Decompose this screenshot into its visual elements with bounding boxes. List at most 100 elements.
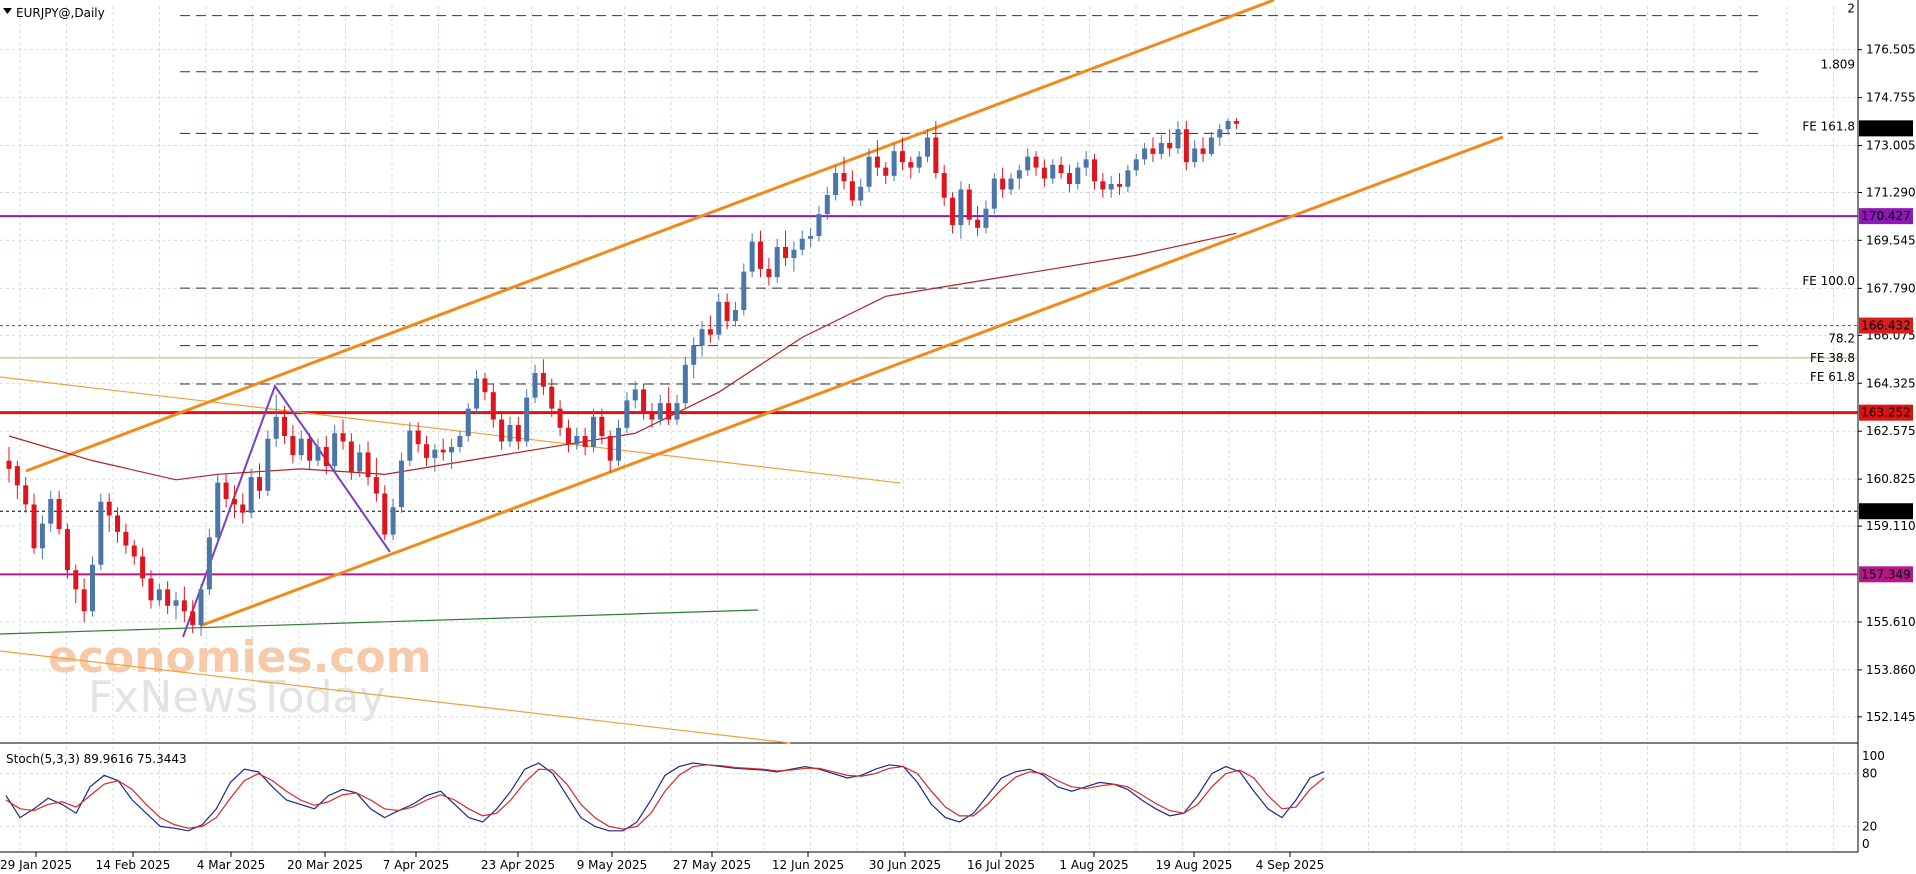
candle-body — [966, 189, 972, 220]
time-tick-label: 12 Jun 2025 — [772, 858, 844, 872]
candle-body — [307, 438, 313, 461]
candle-body — [398, 460, 404, 508]
grid — [0, 0, 1859, 853]
price-level-tag-text: 166.432 — [1861, 319, 1911, 333]
downtrend-line-upper — [0, 376, 901, 484]
price-level-tag — [1859, 208, 1913, 225]
candle-body — [833, 173, 839, 195]
price-tick-label: 176.505 — [1866, 43, 1916, 57]
candle-body — [215, 482, 221, 538]
candle-body — [332, 433, 338, 467]
candle-body — [240, 504, 246, 513]
price-tick-label: 164.325 — [1866, 376, 1916, 390]
candle-body — [983, 208, 989, 228]
candle-body — [231, 498, 237, 505]
candle-body — [131, 545, 137, 557]
candle-body — [1041, 167, 1047, 179]
price-level-tag — [1859, 120, 1913, 137]
time-tick-label: 19 Aug 2025 — [1156, 858, 1233, 872]
candle-body — [1150, 148, 1156, 154]
candle-body — [783, 247, 789, 258]
candle-body — [56, 498, 62, 530]
time-axis: 29 Jan 2025 14 Feb 2025 4 Mar 2025 20 Mar 2… — [0, 852, 1324, 872]
candle-body — [490, 392, 496, 420]
price-level-tag — [1859, 404, 1913, 421]
candle-body — [156, 589, 162, 601]
candle-body — [1016, 170, 1022, 179]
stoch-tick-label: 100 — [1862, 749, 1885, 763]
fib-level-label: 78.2 — [1828, 332, 1855, 346]
candle-body — [507, 425, 513, 442]
candle-body — [549, 386, 555, 409]
fe-level-label: FE 38.8 — [1810, 351, 1855, 365]
candle-body — [641, 389, 647, 412]
candle-body — [373, 477, 379, 494]
price-level-tag — [1859, 317, 1913, 334]
candle-body — [1125, 170, 1131, 187]
candle-body — [908, 162, 914, 168]
candle-body — [874, 156, 880, 168]
candle-body — [273, 416, 279, 439]
candle-body — [206, 537, 212, 590]
candle-body — [557, 408, 563, 428]
candle-body — [1175, 129, 1181, 149]
candle-body — [499, 419, 505, 442]
candle-body — [591, 416, 596, 447]
candle-body — [315, 446, 321, 461]
candle-body — [975, 219, 981, 228]
candle-body — [841, 173, 847, 182]
channel-lower-line — [199, 135, 1504, 628]
stoch-tick-label: 80 — [1862, 767, 1877, 781]
candle-body — [774, 247, 780, 278]
candle-body — [98, 501, 104, 565]
candle-body — [515, 425, 521, 442]
candle-body — [198, 589, 204, 625]
candle-body — [1117, 184, 1123, 187]
candle-body — [950, 197, 956, 226]
candle-body — [14, 466, 20, 486]
price-level-tag — [1859, 566, 1913, 583]
candle-body — [123, 531, 129, 546]
candle-body — [340, 433, 346, 442]
candle-body — [424, 444, 429, 458]
candle-body — [916, 156, 922, 168]
candle-body — [749, 241, 755, 272]
candle-body — [440, 449, 446, 453]
candle-body — [1075, 167, 1081, 185]
candle-body — [1092, 159, 1097, 182]
candle-body — [1133, 159, 1139, 171]
candle-body — [257, 477, 262, 491]
candle-body — [64, 529, 70, 571]
price-tick-label: 152.145 — [1866, 710, 1916, 724]
candle-body — [190, 611, 196, 625]
candle-body — [223, 482, 229, 499]
candle-body — [449, 446, 455, 453]
candle-body — [1217, 129, 1223, 138]
candle-body — [39, 523, 45, 549]
candle-body — [732, 310, 738, 321]
candle-body — [624, 400, 630, 428]
candle-body — [1208, 137, 1214, 154]
candle-body — [582, 435, 588, 447]
price-level-tag-text: 159.653 — [1861, 504, 1911, 518]
fib-level-label: FE 161.8 — [1802, 119, 1855, 133]
candle-body — [574, 435, 580, 445]
candle-body — [1025, 156, 1031, 171]
candle-body — [1233, 121, 1239, 124]
candle-body — [791, 249, 797, 258]
price-tick-label: 160.825 — [1866, 472, 1916, 486]
watermark-fxnewstoday: FxNewsToday — [88, 672, 386, 723]
candle-body — [1158, 142, 1164, 154]
candle-body — [1108, 184, 1114, 190]
watermark-economies: economies.com — [48, 632, 432, 683]
candle-body — [365, 452, 371, 478]
chart-menu-triangle-icon[interactable] — [3, 8, 12, 14]
candle-body — [524, 397, 530, 442]
candle-body — [106, 501, 112, 516]
candle-body — [883, 167, 889, 176]
candle-body — [824, 194, 830, 215]
candle-body — [31, 504, 37, 549]
fib-level-label: 1.809 — [1821, 58, 1855, 72]
price-tick-label: 169.545 — [1866, 233, 1916, 247]
